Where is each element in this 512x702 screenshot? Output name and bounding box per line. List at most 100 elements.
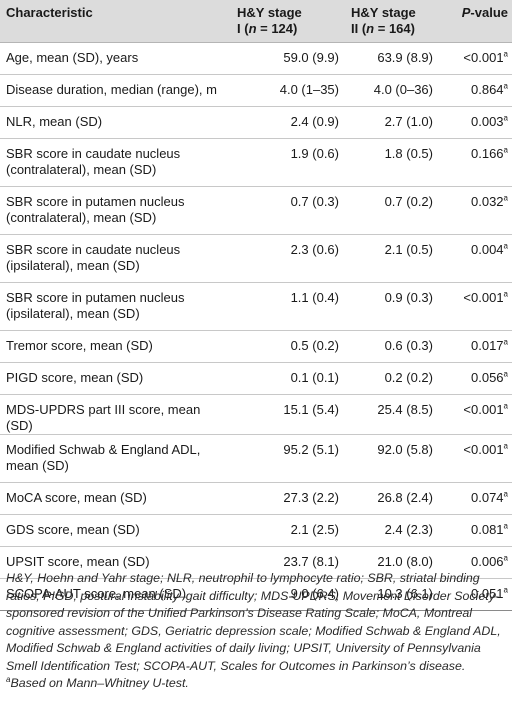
stage-2-value: 4.0 (0–36) [345, 74, 439, 107]
table-row: SBR score in putamen nucleus (ipsilatera… [0, 282, 512, 331]
stage-1-value: 95.2 (5.1) [231, 434, 345, 483]
footnote-marker: a [503, 585, 508, 595]
test-note: aBased on Mann–Whitney U-test. [6, 675, 506, 693]
table-row: Modified Schwab & England ADL, mean (SD)… [0, 434, 512, 483]
header-stage-2: H&Y stage II (n = 164) [345, 0, 439, 43]
row-label: SBR score in putamen nucleus (ipsilatera… [0, 282, 231, 331]
stage-2-value: 25.4 (8.5) [345, 394, 439, 435]
stage-2-value: 92.0 (5.8) [345, 434, 439, 483]
stage-1-value: 0.1 (0.1) [231, 362, 345, 395]
p-value-cell: 0.032a [439, 186, 512, 235]
row-label: MoCA score, mean (SD) [0, 482, 231, 515]
table-row: Tremor score, mean (SD) 0.5 (0.2) 0.6 (0… [0, 330, 512, 363]
stage-2-value: 2.7 (1.0) [345, 106, 439, 139]
footnote-marker: a [503, 521, 508, 531]
p-value-cell: 0.003a [439, 106, 512, 139]
table-body: Age, mean (SD), years 59.0 (9.9) 63.9 (8… [0, 42, 512, 611]
stage-1-value: 27.3 (2.2) [231, 482, 345, 515]
stage-2-value: 1.8 (0.5) [345, 138, 439, 187]
footnote-marker: a [503, 489, 508, 499]
row-label: Disease duration, median (range), m [0, 74, 231, 107]
row-label: Age, mean (SD), years [0, 42, 231, 75]
footnote-marker: a [503, 369, 508, 379]
table-row: SBR score in caudate nucleus (ipsilatera… [0, 234, 512, 283]
footnote-marker: a [6, 674, 11, 684]
stage-2-value: 0.2 (0.2) [345, 362, 439, 395]
header-stage-1: H&Y stage I (n = 124) [231, 0, 345, 43]
stage-2-value: 63.9 (8.9) [345, 42, 439, 75]
p-value-cell: 0.074a [439, 482, 512, 515]
stage-1-value: 0.5 (0.2) [231, 330, 345, 363]
stage-1-value: 1.1 (0.4) [231, 282, 345, 331]
p-value: 0.056 [471, 370, 504, 385]
header-characteristic: Characteristic [0, 0, 231, 43]
row-label: PIGD score, mean (SD) [0, 362, 231, 395]
row-label: Modified Schwab & England ADL, mean (SD) [0, 434, 231, 483]
stage-1-value: 59.0 (9.9) [231, 42, 345, 75]
row-label: SCOPA-AUT score, mean (SD) [0, 578, 231, 611]
test-note-text: Based on Mann–Whitney U-test. [10, 676, 189, 690]
table-row: Disease duration, median (range), m 4.0 … [0, 74, 512, 107]
p-value-cell: 0.166a [439, 138, 512, 187]
p-value: <0.001 [463, 290, 504, 305]
p-value: 0.051 [471, 586, 504, 601]
table-row: MDS-UPDRS part III score, mean (SD) 15.1… [0, 394, 512, 435]
stage-1-value: 2.4 (0.9) [231, 106, 345, 139]
stage-2-value: 10.3 (6.1) [345, 578, 439, 611]
p-value-cell: 0.056a [439, 362, 512, 395]
row-label: MDS-UPDRS part III score, mean (SD) [0, 394, 231, 435]
footnote-marker: a [503, 401, 508, 411]
stage-1-value: 0.7 (0.3) [231, 186, 345, 235]
table-row: PIGD score, mean (SD) 0.1 (0.1) 0.2 (0.2… [0, 362, 512, 395]
stage-2-value: 21.0 (8.0) [345, 546, 439, 579]
stage-1-value: 2.3 (0.6) [231, 234, 345, 283]
footnote-marker: a [503, 289, 508, 299]
stage-1-value: 2.1 (2.5) [231, 514, 345, 547]
p-value: 0.032 [471, 194, 504, 209]
p-value: 0.074 [471, 490, 504, 505]
stage-1-value: 23.7 (8.1) [231, 546, 345, 579]
footnote-marker: a [503, 553, 508, 563]
p-value-cell: <0.001a [439, 282, 512, 331]
stage-2-value: 0.6 (0.3) [345, 330, 439, 363]
row-label: GDS score, mean (SD) [0, 514, 231, 547]
p-value: <0.001 [463, 402, 504, 417]
stage-1-value: 1.9 (0.6) [231, 138, 345, 187]
row-label: SBR score in putamen nucleus (contralate… [0, 186, 231, 235]
stage-2-value: 0.9 (0.3) [345, 282, 439, 331]
p-value: 0.006 [471, 554, 504, 569]
p-value-cell: 0.081a [439, 514, 512, 547]
footnote-marker: a [503, 337, 508, 347]
footnote-marker: a [503, 113, 508, 123]
p-value: 0.166 [471, 146, 504, 161]
footnote-marker: a [503, 193, 508, 203]
p-value: 0.017 [471, 338, 504, 353]
stage-1-value: 4.0 (1–35) [231, 74, 345, 107]
p-value-cell: <0.001a [439, 434, 512, 483]
p-value-cell: 0.864a [439, 74, 512, 107]
p-value: <0.001 [463, 442, 504, 457]
footnote-marker: a [503, 145, 508, 155]
p-value-cell: <0.001a [439, 394, 512, 435]
table-row: Age, mean (SD), years 59.0 (9.9) 63.9 (8… [0, 42, 512, 75]
p-value: 0.003 [471, 114, 504, 129]
table-row: SCOPA-AUT score, mean (SD) 9.0 (6.4) 10.… [0, 578, 512, 611]
stage-2-value: 2.4 (2.3) [345, 514, 439, 547]
footnote-marker: a [503, 241, 508, 251]
table-row: GDS score, mean (SD) 2.1 (2.5) 2.4 (2.3)… [0, 514, 512, 547]
table-header: Characteristic H&Y stage I (n = 124) H&Y… [0, 0, 512, 43]
table-row: SBR score in putamen nucleus (contralate… [0, 186, 512, 235]
p-value: 0.081 [471, 522, 504, 537]
stage-2-value: 26.8 (2.4) [345, 482, 439, 515]
table-row: MoCA score, mean (SD) 27.3 (2.2) 26.8 (2… [0, 482, 512, 515]
table-row: NLR, mean (SD) 2.4 (0.9) 2.7 (1.0) 0.003… [0, 106, 512, 139]
p-value: 0.864 [471, 82, 504, 97]
table-footnote: H&Y, Hoehn and Yahr stage; NLR, neutroph… [6, 570, 506, 693]
stage-2-value: 0.7 (0.2) [345, 186, 439, 235]
p-value-cell: 0.017a [439, 330, 512, 363]
row-label: SBR score in caudate nucleus (ipsilatera… [0, 234, 231, 283]
footnote-marker: a [503, 81, 508, 91]
row-label: SBR score in caudate nucleus (contralate… [0, 138, 231, 187]
p-value-cell: 0.006a [439, 546, 512, 579]
